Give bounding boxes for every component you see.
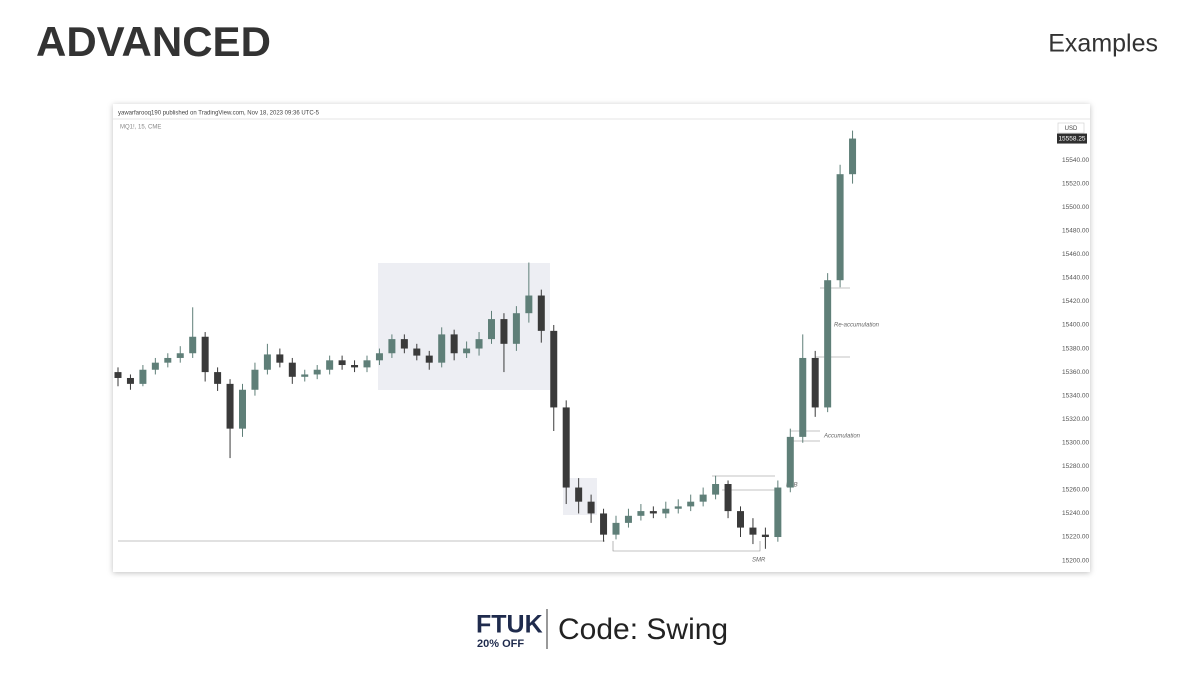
candle-body: [761, 534, 769, 538]
y-tick-label: 15200.00: [1062, 557, 1089, 564]
y-tick-label: 15380.00: [1062, 345, 1089, 352]
candle-body: [126, 377, 134, 384]
candle-body: [749, 527, 757, 535]
candle-body: [575, 487, 583, 502]
candle-body: [799, 357, 807, 437]
annotation: Accumulation: [823, 434, 861, 440]
currency-box: [1057, 122, 1085, 134]
candle-body: [214, 372, 222, 384]
candle-body: [512, 313, 520, 344]
candle-body: [288, 362, 296, 377]
y-tick-label: 15540.00: [1062, 157, 1089, 164]
candle-body: [425, 355, 433, 363]
candle-body: [824, 280, 832, 408]
candle-body: [699, 494, 707, 502]
candle-body: [189, 336, 197, 354]
candle-body: [201, 336, 209, 373]
candle-body: [251, 369, 259, 390]
candle-body: [637, 511, 645, 516]
candle-body: [774, 487, 782, 538]
candle-body: [475, 339, 483, 349]
section-label: Examples: [1048, 30, 1158, 58]
candle-body: [786, 436, 794, 488]
candle-body: [139, 369, 147, 384]
candle-body: [326, 360, 334, 370]
candle-body: [587, 501, 595, 514]
candle-body: [363, 360, 371, 368]
candle-body: [375, 353, 383, 361]
candle-body: [811, 357, 819, 408]
candle-body: [562, 407, 570, 488]
annotation: Re-accumulation: [834, 323, 880, 329]
candle-body: [226, 383, 234, 429]
candle-body: [737, 511, 744, 528]
range-zone: [378, 263, 550, 390]
candle-body: [724, 484, 732, 512]
discount-label: 20% OFF: [477, 638, 524, 650]
y-tick-label: 15340.00: [1062, 392, 1089, 399]
candle-body: [438, 334, 446, 363]
slide-title: ADVANCED: [36, 18, 271, 65]
candle-body: [176, 353, 184, 358]
candle-body: [239, 389, 246, 429]
candle-body: [662, 508, 670, 514]
y-tick-label: 15320.00: [1062, 416, 1089, 423]
y-tick-label: 15520.00: [1062, 180, 1089, 187]
candle-body: [712, 484, 720, 495]
y-tick-label: 15360.00: [1062, 369, 1089, 376]
last-price-label: 15558.25: [1058, 135, 1085, 142]
y-tick-label: 15400.00: [1062, 322, 1089, 329]
y-tick-label: 15420.00: [1062, 298, 1089, 305]
candle-body: [500, 319, 508, 344]
candle-body: [151, 362, 159, 370]
candle-body: [388, 339, 396, 354]
chart-frame: [113, 104, 1090, 572]
candle-body: [276, 354, 284, 363]
candle-body: [537, 295, 545, 331]
chart-source: yawarfarooq190 published on TradingView.…: [118, 111, 320, 117]
brand-logo: FTUK: [476, 611, 543, 639]
candle-body: [488, 319, 495, 340]
candle-body: [550, 330, 558, 408]
y-tick-label: 15500.00: [1062, 204, 1089, 211]
candle-body: [849, 138, 857, 175]
candle-body: [351, 365, 359, 368]
candle-body: [413, 348, 421, 356]
candle-body: [114, 372, 122, 378]
candle-body: [313, 369, 321, 375]
candle-body: [836, 174, 844, 281]
candle-body: [463, 348, 471, 354]
candle-body: [687, 501, 695, 507]
candle-body: [525, 295, 533, 314]
candle-body: [263, 354, 271, 370]
y-tick-label: 15260.00: [1062, 487, 1089, 494]
candle-body: [400, 339, 408, 349]
y-tick-label: 15480.00: [1062, 227, 1089, 234]
candle-body: [164, 357, 172, 363]
chart-symbol: MQ1!, 15, CME: [120, 125, 161, 131]
currency-label: USD: [1065, 126, 1078, 132]
candle-body: [674, 506, 682, 509]
y-tick-label: 15300.00: [1062, 439, 1089, 446]
last-price-box: [1057, 133, 1087, 144]
smr-line: [612, 541, 761, 552]
candle-body: [612, 522, 620, 535]
y-tick-label: 15280.00: [1062, 463, 1089, 470]
y-tick-label: 15220.00: [1062, 534, 1089, 541]
candle-body: [450, 334, 458, 354]
candle-body: [301, 374, 309, 377]
candle-body: [649, 511, 657, 514]
plot: 15200.00 15220.00 15240.00 15260.00 15280.00…: [114, 130, 1089, 564]
y-tick-label: 15440.00: [1062, 275, 1089, 282]
annotation: SMR: [752, 558, 766, 564]
candle-body: [624, 515, 632, 523]
candle-body: [600, 513, 608, 535]
y-tick-label: 15460.00: [1062, 251, 1089, 258]
candle-body: [338, 360, 346, 366]
y-tick-label: 15240.00: [1062, 510, 1089, 517]
promo-code: Code: Swing: [558, 613, 728, 646]
